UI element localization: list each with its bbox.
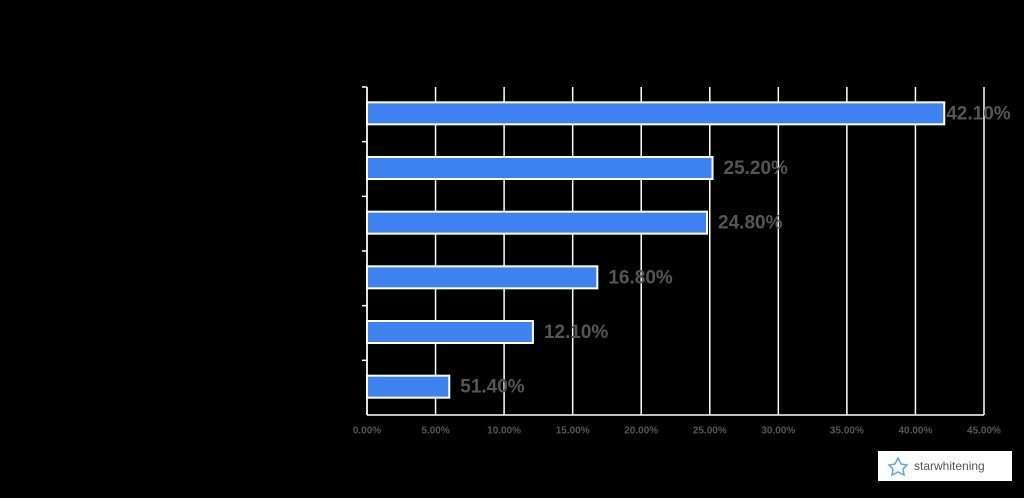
bar [366,320,534,344]
bar [366,156,714,180]
bar [366,210,709,235]
value-label: 16.80% [608,267,673,288]
watermark: starwhitening [914,459,985,473]
value-label: 24.80% [718,213,783,234]
x-tick-label: 45.00% [967,426,1001,437]
x-tick-label: 15.00% [556,426,590,437]
value-label: 42.10% [946,103,1011,124]
x-tick-label: 0.00% [353,426,381,437]
x-tick-label: 40.00% [898,426,932,437]
x-tick-label: 10.00% [487,426,521,437]
x-tick-label: 5.00% [421,426,449,437]
value-label: 12.10% [544,322,609,343]
watermark-box [878,451,1012,481]
value-label: 51.40% [460,377,525,398]
bar [366,265,599,290]
x-tick-label: 30.00% [761,426,795,437]
x-tick-label: 20.00% [624,426,658,437]
value-label: 25.20% [724,158,789,179]
bar [366,101,946,126]
x-tick-label: 25.00% [693,426,727,437]
bar [366,374,451,399]
watermark-icon [887,456,909,477]
x-tick-label: 35.00% [830,426,864,437]
